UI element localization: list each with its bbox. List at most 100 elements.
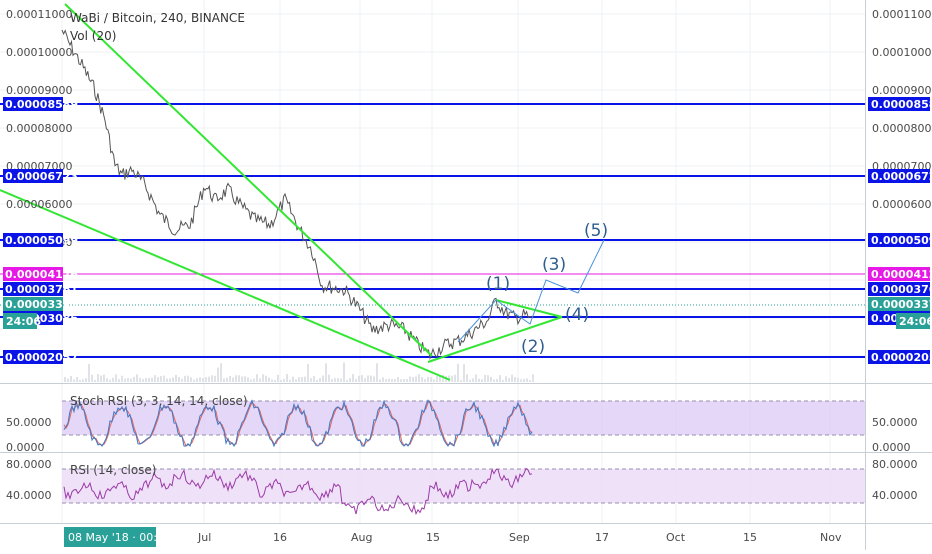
volume-bar — [517, 377, 519, 382]
volume-bar — [529, 379, 531, 382]
time-tick: Oct — [666, 531, 686, 544]
volume-bar — [136, 374, 138, 382]
time-tick: 16 — [273, 531, 287, 544]
volume-bar — [238, 375, 240, 382]
volume-bar — [298, 377, 300, 382]
volume-bar — [124, 378, 126, 382]
level-lines[interactable] — [0, 103, 865, 358]
volume-bar — [235, 375, 237, 382]
wave-labels: (1) (2) (3) (4) (5) — [486, 221, 608, 357]
volume-bar — [133, 376, 135, 382]
volume-bar — [85, 378, 87, 382]
time-tick: Nov — [820, 531, 842, 544]
volume-bar — [196, 378, 198, 382]
volume-bar — [457, 363, 459, 382]
volume-bar — [283, 378, 285, 382]
time-axis[interactable]: Jul 16 Aug 15 Sep 17 Oct 15 Nov 08 May '… — [64, 527, 842, 547]
level-label: 0.00004126 — [871, 268, 932, 281]
volume-bar — [193, 379, 195, 382]
volume-bar — [352, 374, 354, 382]
volume-bar — [322, 375, 324, 382]
price-series — [61, 29, 532, 361]
volume-bar — [250, 379, 252, 382]
level-label: 0.00004126 — [5, 268, 78, 281]
volume-bar — [127, 378, 129, 382]
volume-bar — [460, 379, 462, 382]
volume-bar — [403, 378, 405, 382]
volume-bar — [277, 374, 279, 382]
stoch-tick-left: 50.0000 — [6, 416, 52, 429]
right-tick: 0.00009000 — [872, 84, 932, 97]
volume-bar — [106, 378, 108, 382]
rsi-pane[interactable]: RSI (14, close) 80.0000 40.0000 80.0000 … — [6, 458, 918, 516]
volume-bar — [259, 378, 261, 382]
volume-indicator-label: Vol (20) — [70, 29, 116, 43]
volume-bar — [418, 374, 420, 382]
rsi-tick-right: 40.0000 — [872, 489, 918, 502]
volume-bar — [379, 379, 381, 382]
volume-bar — [505, 376, 507, 382]
volume-bar — [142, 379, 144, 382]
volume-bar — [370, 375, 372, 382]
left-tick: 0.00011000 — [6, 8, 72, 21]
volume-bar — [478, 378, 480, 382]
triangle-upper — [495, 299, 563, 318]
volume-bar — [103, 374, 105, 382]
volume-bar — [274, 379, 276, 382]
volume-bar — [73, 379, 75, 382]
volume-bar — [343, 362, 345, 382]
volume-bar — [226, 377, 228, 382]
volume-bar — [511, 374, 513, 382]
volume-bar — [394, 378, 396, 382]
volume-bar — [253, 378, 255, 382]
rsi-tick-left: 40.0000 — [6, 489, 52, 502]
volume-bar — [199, 377, 201, 382]
elliott-wave-path[interactable] — [457, 239, 605, 343]
level-label: 0.00003761 — [5, 283, 78, 296]
volume-bar — [397, 377, 399, 382]
right-price-axis[interactable]: 0.00011000 0.00010000 0.00009000 0.00008… — [872, 8, 932, 211]
volume-bar — [148, 378, 150, 382]
volume-bar — [91, 374, 93, 382]
trendlines[interactable] — [0, 3, 563, 381]
volume-bar — [286, 374, 288, 382]
wave-label-3: (3) — [542, 255, 566, 275]
right-tick: 0.00011000 — [872, 8, 932, 21]
volume-bar — [205, 377, 207, 382]
volume-bar — [331, 378, 333, 382]
volume-bar — [247, 377, 249, 382]
volume-bar — [307, 363, 309, 382]
volume-bar — [514, 376, 516, 382]
level-label: 0.00006723 — [871, 170, 932, 183]
volume-bar — [79, 379, 81, 382]
level-label: 0.00005099 — [5, 234, 78, 247]
volume-bar — [76, 377, 78, 382]
rsi-line — [63, 467, 533, 516]
volume-bar — [202, 378, 204, 382]
volume-bar — [532, 374, 534, 382]
volume-bar — [406, 379, 408, 382]
volume-bar — [67, 378, 69, 382]
volume-bar — [88, 363, 90, 382]
wave-label-1: (1) — [486, 274, 510, 294]
right-tick: 0.00006000 — [872, 198, 932, 211]
volume-bar — [442, 374, 444, 382]
volume-bar — [472, 378, 474, 382]
volume-bar — [337, 377, 339, 382]
stoch-rsi-pane[interactable]: Stoch RSI (3, 3, 14, 14, close) 50.0000 … — [6, 394, 918, 454]
stoch-title: Stoch RSI (3, 3, 14, 14, close) — [70, 394, 248, 408]
volume-bar — [241, 376, 243, 382]
volume-bar — [364, 378, 366, 382]
volume-bar — [118, 379, 120, 382]
volume-bar — [262, 374, 264, 382]
level-label: 0.00008589 — [5, 98, 78, 111]
volume-bar — [301, 377, 303, 382]
left-tick: 0.00010000 — [6, 46, 72, 59]
volume-bar — [154, 375, 156, 382]
volume-bar — [175, 374, 177, 382]
volume-bar — [481, 379, 483, 382]
time-tick: Aug — [351, 531, 372, 544]
volume-bar — [157, 376, 159, 382]
